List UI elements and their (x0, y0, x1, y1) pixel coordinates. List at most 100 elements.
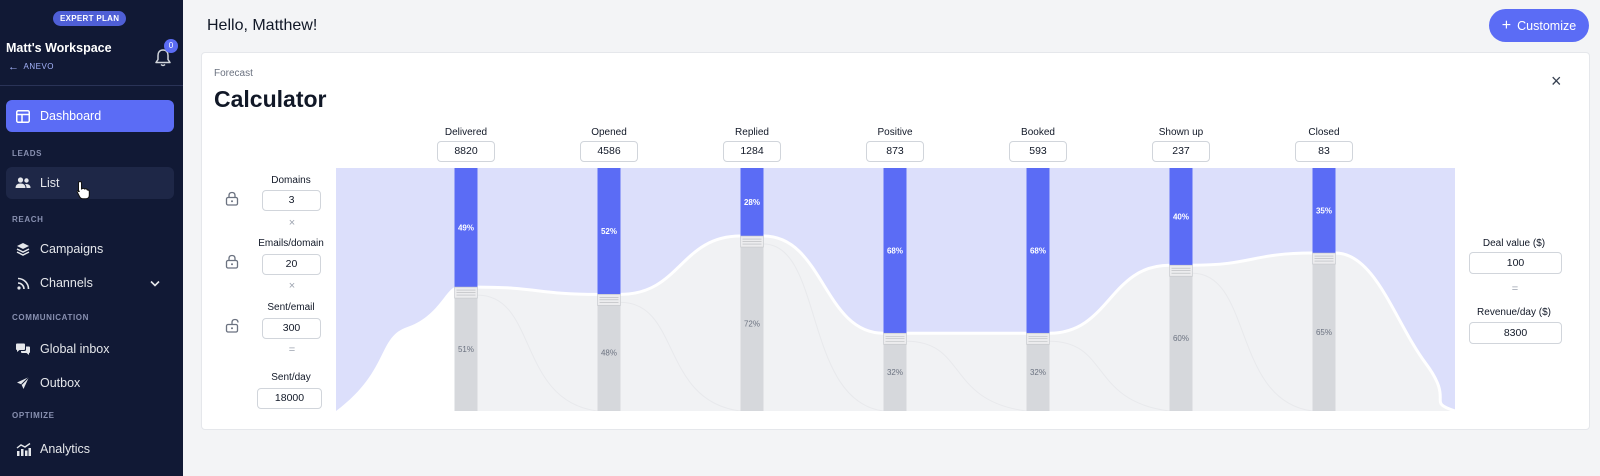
funnel-flow-dropoff (620, 236, 741, 411)
funnel-flow-fan (477, 294, 598, 411)
stage-drop-bar (1169, 265, 1193, 411)
funnel-flow-dropoff (1049, 265, 1170, 411)
lock-closed-icon[interactable] (225, 254, 239, 269)
funnel-flow-fan (1049, 340, 1170, 411)
sidebar-item-channels[interactable]: Channels (6, 267, 174, 299)
stage-label: Positive (877, 127, 913, 138)
domains-label: Domains (271, 175, 311, 186)
plan-badge: EXPERT PLAN (53, 11, 127, 26)
funnel-entry-dropoff (336, 287, 455, 411)
chevron-down-icon[interactable] (150, 276, 160, 290)
funnel-flow-separator (620, 234, 741, 296)
equals-operator: = (288, 344, 296, 356)
stage-pass-bar (740, 168, 764, 237)
workspace-back-label: ANEVO (23, 62, 55, 71)
stage-drop-bar (597, 294, 621, 411)
dashboard-icon (15, 108, 31, 124)
sidebar-item-label: Channels (40, 276, 93, 290)
arrow-left-icon: ← (8, 61, 20, 73)
stage-drop-bar (454, 287, 478, 411)
stage-drop-bar (1026, 333, 1050, 411)
sent-per-email-input[interactable]: 300 (262, 318, 321, 339)
stage-pass-bar (454, 168, 478, 288)
funnel-flow-separator (1192, 251, 1313, 267)
funnel-exit-separator (1335, 251, 1455, 411)
revenue-per-day-value: 8300 (1469, 322, 1562, 344)
stage-value: 593 (1009, 141, 1067, 162)
emails-per-domain-label: Emails/domain (258, 238, 324, 249)
chat-icon (15, 341, 31, 357)
analytics-icon (15, 441, 31, 457)
section-label-leads: LEADS (12, 149, 43, 158)
section-label-reach: REACH (12, 215, 44, 224)
deal-value-label: Deal value ($) (1482, 238, 1546, 249)
sidebar-item-list[interactable]: List (6, 167, 174, 199)
funnel-flow-dropoff (1192, 253, 1313, 411)
stage-drop-percent: 32% (1030, 368, 1046, 377)
funnel-chart: 49% 51% 52% 48% 28% 72% 68% 32% 68% 32% 40% 60% 35% 6… (336, 168, 1455, 411)
workspace-name[interactable]: Matt's Workspace (6, 41, 112, 55)
times-operator: × (288, 280, 296, 292)
stage-pass-percent: 52% (601, 227, 617, 236)
funnel-flow-separator (477, 285, 598, 296)
deal-value-input[interactable]: 100 (1469, 252, 1562, 274)
stage-label: Replied (735, 127, 769, 138)
customize-label: Customize (1517, 18, 1577, 33)
funnel-exit-dropoff (1335, 253, 1455, 411)
equals-operator: = (1511, 283, 1519, 295)
stage-pass-bar (883, 168, 907, 334)
notification-count-badge: 0 (164, 39, 178, 53)
sidebar-item-analytics[interactable]: Analytics (6, 433, 174, 465)
emails-per-domain-input[interactable]: 20 (262, 254, 321, 275)
sidebar-item-dashboard[interactable]: Dashboard (6, 100, 174, 132)
funnel-flow-fan (1192, 272, 1313, 411)
customize-button[interactable]: + Customize (1489, 9, 1589, 42)
users-icon (15, 175, 31, 191)
sidebar-item-global-inbox[interactable]: Global inbox (6, 333, 174, 365)
funnel-flow-dropoff (906, 333, 1027, 411)
stage-pass-percent: 49% (458, 224, 474, 233)
rss-icon (15, 275, 31, 291)
plus-icon: + (1501, 16, 1512, 34)
workspace-back-link[interactable]: ← ANEVO (8, 60, 55, 73)
close-icon[interactable]: × (1551, 71, 1562, 91)
stage-value: 873 (866, 141, 924, 162)
stage-label: Opened (591, 127, 627, 138)
section-label-optimize: OPTIMIZE (12, 411, 55, 420)
stage-drop-percent: 51% (458, 345, 474, 354)
lock-closed-icon[interactable] (225, 191, 239, 206)
mouse-pointer-icon (76, 180, 90, 200)
stage-pass-percent: 35% (1316, 207, 1332, 216)
stage-label: Closed (1308, 127, 1340, 138)
stage-drop-percent: 60% (1173, 334, 1189, 343)
layers-icon (15, 241, 31, 257)
stage-drop-bar (740, 236, 764, 411)
funnel-flow-fan (763, 243, 884, 411)
sent-per-email-label: Sent/email (267, 302, 315, 313)
sidebar-item-campaigns[interactable]: Campaigns (6, 233, 174, 265)
domains-input[interactable]: 3 (262, 190, 321, 211)
stage-pass-percent: 40% (1173, 213, 1189, 222)
stage-value: 8820 (437, 141, 495, 162)
sidebar: EXPERT PLAN Matt's Workspace ← ANEVO 0 Da… (0, 0, 183, 476)
stage-drop-bar (883, 333, 907, 411)
sidebar-divider (0, 85, 183, 86)
funnel-flow-separator (1049, 263, 1170, 335)
stage-label: Delivered (444, 127, 488, 138)
stage-pass-bar (1312, 168, 1336, 254)
stage-pass-percent: 68% (887, 247, 903, 256)
section-label-communication: COMMUNICATION (12, 313, 89, 322)
funnel-flow-dropoff (477, 287, 598, 411)
sent-per-day-value: 18000 (257, 388, 322, 409)
stage-value: 1284 (723, 141, 781, 162)
sidebar-item-label: List (40, 176, 60, 190)
sidebar-item-outbox[interactable]: Outbox (6, 367, 174, 399)
funnel-flow-dropoff (763, 236, 884, 411)
card-subtitle: Forecast (214, 68, 253, 79)
stage-label: Booked (1021, 127, 1055, 138)
sent-per-day-label: Sent/day (271, 372, 311, 383)
lock-open-icon[interactable] (225, 318, 239, 333)
stage-value: 83 (1295, 141, 1353, 162)
stage-pass-percent: 28% (744, 198, 760, 207)
sidebar-item-label: Analytics (40, 442, 91, 456)
